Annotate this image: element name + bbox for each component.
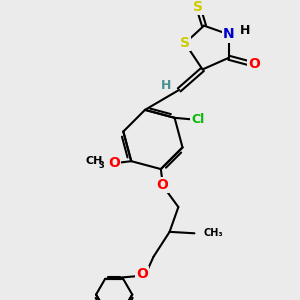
- Text: 3: 3: [98, 161, 104, 170]
- Text: O: O: [156, 178, 168, 192]
- Text: CH₃: CH₃: [203, 228, 223, 238]
- Text: O: O: [136, 267, 148, 281]
- Text: CH: CH: [85, 156, 103, 166]
- Text: O: O: [248, 57, 260, 70]
- Text: S: S: [180, 36, 190, 50]
- Text: Cl: Cl: [191, 113, 205, 126]
- Text: S: S: [193, 0, 203, 14]
- Text: O: O: [108, 156, 120, 170]
- Text: H: H: [161, 79, 171, 92]
- Text: H: H: [240, 23, 250, 37]
- Text: N: N: [223, 27, 235, 41]
